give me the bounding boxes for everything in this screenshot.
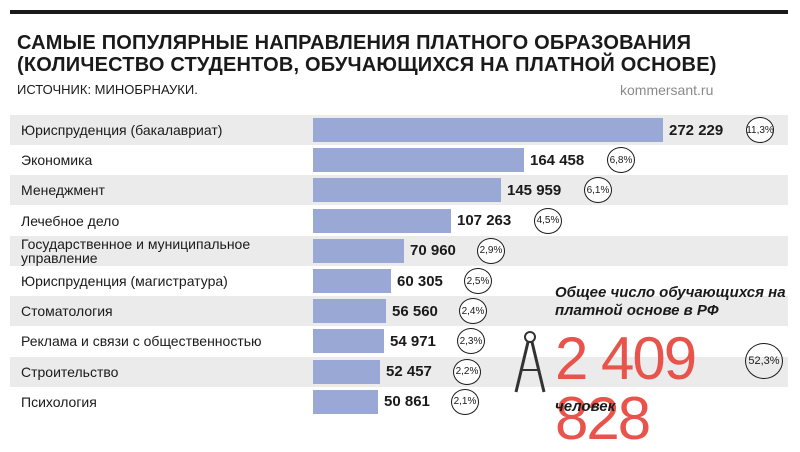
total-value: 2 409 828 <box>555 325 697 452</box>
share-badge: 4,5% <box>534 207 562 234</box>
bar <box>313 178 501 203</box>
category-label: Реклама и связи с общественностью <box>21 333 262 350</box>
share-badge: 2,3% <box>457 328 485 355</box>
row-background <box>10 356 788 387</box>
value-label: 52 457 <box>386 363 432 381</box>
bar <box>313 389 378 414</box>
chart-row: Государственное и муниципальное управлен… <box>0 235 800 266</box>
share-badge: 2,1% <box>451 388 479 415</box>
bar <box>313 148 524 173</box>
share-badge: 2,4% <box>459 298 487 325</box>
value-label: 54 971 <box>390 332 436 350</box>
chart-row: Строительство 52 457 2,2% <box>0 356 800 387</box>
chart-row: Стоматология 56 560 2,4% <box>0 296 800 327</box>
value-label: 60 305 <box>397 272 443 290</box>
category-label: Менеджмент <box>21 182 105 199</box>
total-caption: Общее число обучающихся на платной основ… <box>555 284 786 319</box>
bar <box>313 329 384 354</box>
category-label: Экономика <box>21 152 93 169</box>
category-label: Стоматология <box>21 303 113 320</box>
value-label: 70 960 <box>410 242 456 260</box>
chart-row: Лечебное дело 107 263 4,5% <box>0 206 800 236</box>
value-label: 50 861 <box>384 393 430 411</box>
total-share-badge: 52,3% <box>745 343 783 379</box>
value-label: 272 229 <box>669 121 724 139</box>
chart-row: Менеджмент 145 959 6,1% <box>0 175 800 206</box>
bar <box>313 208 451 233</box>
bar <box>313 238 404 263</box>
bar <box>313 299 386 324</box>
share-badge: 2,9% <box>477 237 505 264</box>
share-badge: 2,2% <box>453 358 481 385</box>
share-badge: 11,3% <box>746 117 774 143</box>
total-unit: человек <box>555 398 616 415</box>
site-credit: kommersant.ru <box>620 82 714 98</box>
category-label: Лечебное дело <box>21 212 120 229</box>
value-label: 107 263 <box>457 212 512 230</box>
bar <box>313 118 663 142</box>
row-background <box>10 296 788 327</box>
category-label: Психология <box>21 393 97 410</box>
chart-title: САМЫЕ ПОПУЛЯРНЫЕ НАПРАВЛЕНИЯ ПЛАТНОГО ОБ… <box>17 32 717 76</box>
value-label: 56 560 <box>392 302 438 320</box>
chart-row: Юриспруденция (бакалавриат) 272 229 11,3% <box>0 115 800 145</box>
compass-icon <box>514 331 546 393</box>
share-badge: 6,8% <box>607 147 635 174</box>
category-label: Строительство <box>21 363 119 380</box>
bar <box>313 269 391 293</box>
top-rule <box>10 10 788 14</box>
chart-row: Психология 50 861 2,1% <box>0 387 800 417</box>
chart-row: Экономика 164 458 6,8% <box>0 145 800 175</box>
share-badge: 6,1% <box>584 177 612 204</box>
value-label: 145 959 <box>507 181 562 199</box>
share-badge: 2,5% <box>464 268 492 294</box>
value-label: 164 458 <box>530 151 585 169</box>
bar <box>313 359 380 384</box>
source-note: ИСТОЧНИК: МИНОБРНАУКИ. <box>17 82 198 97</box>
category-label: Юриспруденция (бакалавриат) <box>21 122 223 138</box>
category-label: Государственное и муниципальное управлен… <box>21 235 251 266</box>
chart-row: Реклама и связи с общественностью 54 971 2… <box>0 326 800 356</box>
category-label: Юриспруденция (магистратура) <box>21 273 228 289</box>
chart-row: Юриспруденция (магистратура) 60 305 2,5% <box>0 266 800 296</box>
